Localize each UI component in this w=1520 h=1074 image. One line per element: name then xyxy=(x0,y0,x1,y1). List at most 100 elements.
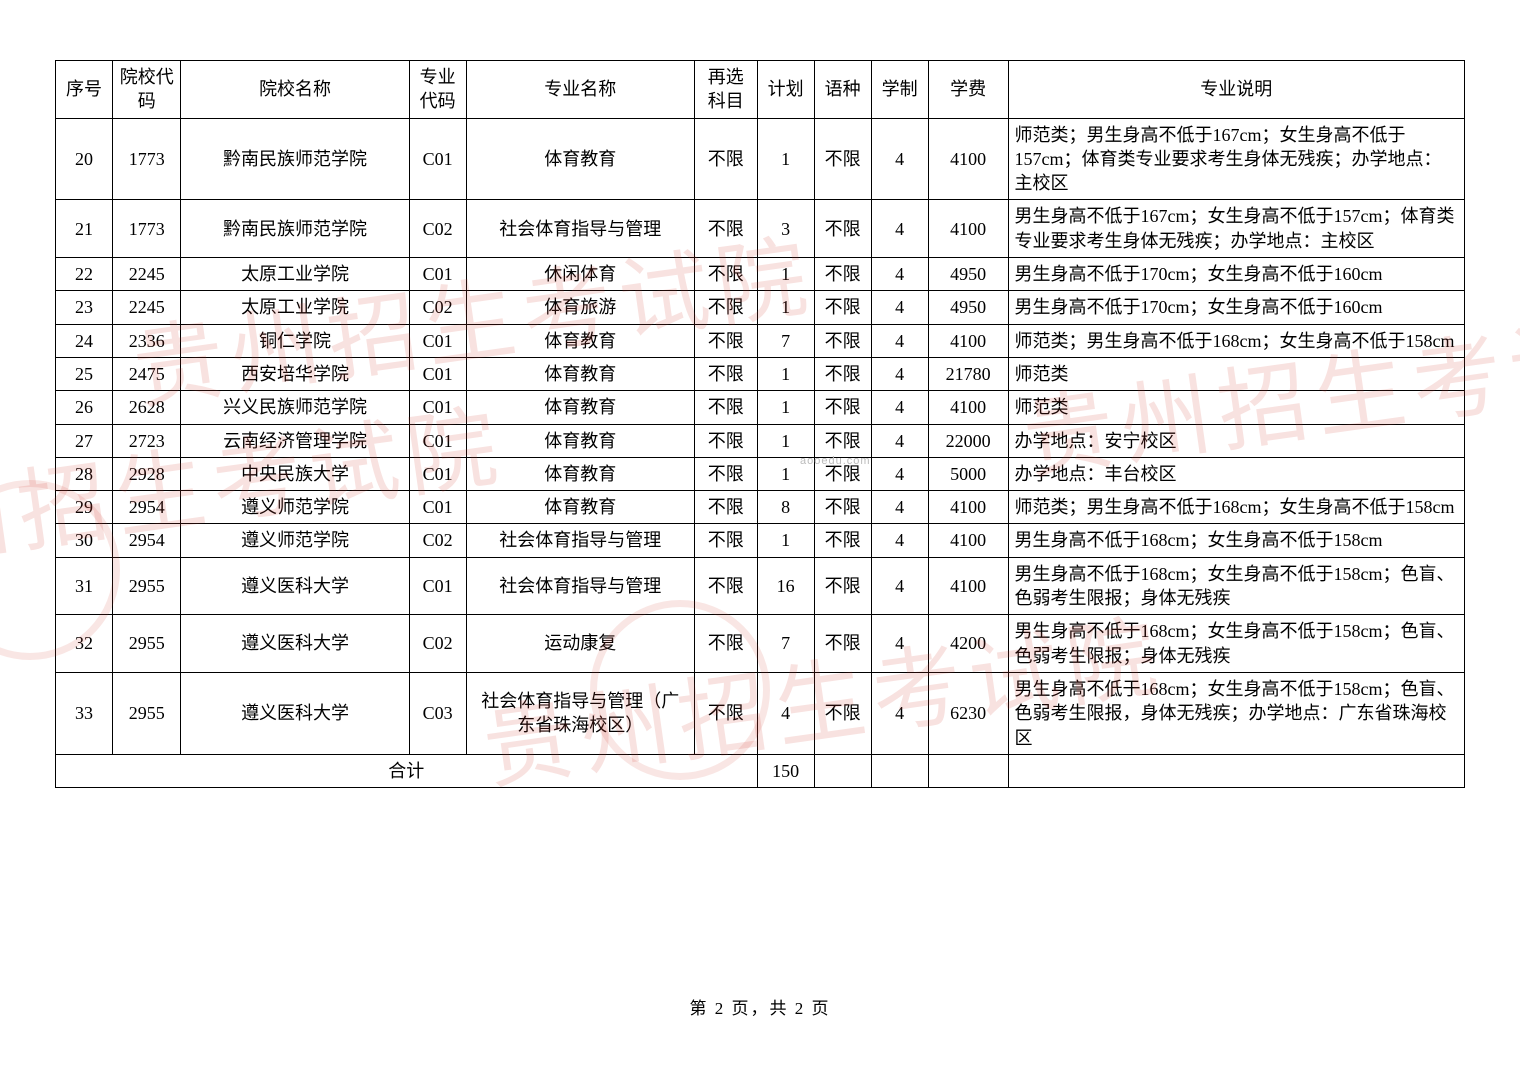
table-cell: 2475 xyxy=(113,357,181,390)
table-row: 332955遵义医科大学C03社会体育指导与管理（广东省珠海校区）不限4不限46… xyxy=(56,672,1465,754)
table-cell: C01 xyxy=(409,491,466,524)
table-cell: 兴义民族师范学院 xyxy=(181,391,409,424)
table-cell: 遵义师范学院 xyxy=(181,524,409,557)
table-cell: 2955 xyxy=(113,557,181,615)
table-cell: 不限 xyxy=(814,557,871,615)
table-cell: 7 xyxy=(757,615,814,673)
table-cell: 28 xyxy=(56,457,113,490)
table-cell: 4100 xyxy=(928,524,1008,557)
table-cell: 体育教育 xyxy=(466,118,694,200)
table-cell: 社会体育指导与管理 xyxy=(466,557,694,615)
table-cell: 不限 xyxy=(694,557,757,615)
table-cell: 4 xyxy=(871,615,928,673)
table-cell: 4 xyxy=(871,357,928,390)
table-cell: C01 xyxy=(409,118,466,200)
footer-empty xyxy=(871,754,928,787)
table-cell: 云南经济管理学院 xyxy=(181,424,409,457)
table-cell: 2954 xyxy=(113,524,181,557)
table-cell: 4 xyxy=(871,258,928,291)
table-cell: 33 xyxy=(56,672,113,754)
table-cell: C02 xyxy=(409,200,466,258)
table-cell: 4100 xyxy=(928,391,1008,424)
table-cell: C01 xyxy=(409,357,466,390)
table-cell: 3 xyxy=(757,200,814,258)
table-cell: 2954 xyxy=(113,491,181,524)
table-cell: 7 xyxy=(757,324,814,357)
table-cell: 不限 xyxy=(814,118,871,200)
table-cell: 师范类 xyxy=(1008,357,1464,390)
table-cell: 师范类；男生身高不低于168cm；女生身高不低于158cm xyxy=(1008,491,1464,524)
table-cell: 体育教育 xyxy=(466,391,694,424)
table-cell: 4 xyxy=(871,200,928,258)
table-cell: 社会体育指导与管理 xyxy=(466,200,694,258)
table-cell: 4950 xyxy=(928,258,1008,291)
col-header-subject: 再选科目 xyxy=(694,61,757,119)
table-cell: 不限 xyxy=(814,357,871,390)
table-cell: 21780 xyxy=(928,357,1008,390)
table-cell: 6230 xyxy=(928,672,1008,754)
table-cell: 师范类 xyxy=(1008,391,1464,424)
table-cell: 4200 xyxy=(928,615,1008,673)
table-cell: 不限 xyxy=(694,324,757,357)
footer-empty xyxy=(928,754,1008,787)
table-cell: 8 xyxy=(757,491,814,524)
table-cell: 31 xyxy=(56,557,113,615)
table-cell: 黔南民族师范学院 xyxy=(181,118,409,200)
table-cell: 2955 xyxy=(113,615,181,673)
table-cell: 26 xyxy=(56,391,113,424)
table-cell: 师范类；男生身高不低于168cm；女生身高不低于158cm xyxy=(1008,324,1464,357)
table-cell: 不限 xyxy=(694,615,757,673)
table-cell: 男生身高不低于168cm；女生身高不低于158cm；色盲、色弱考生限报；身体无残… xyxy=(1008,557,1464,615)
table-cell: 4 xyxy=(871,391,928,424)
table-cell: C01 xyxy=(409,457,466,490)
table-cell: 4 xyxy=(871,424,928,457)
table-cell: 不限 xyxy=(814,672,871,754)
table-cell: 不限 xyxy=(694,457,757,490)
table-cell: 4100 xyxy=(928,118,1008,200)
table-cell: 2723 xyxy=(113,424,181,457)
table-cell: 1 xyxy=(757,291,814,324)
table-header-row: 序号 院校代码 院校名称 专业代码 专业名称 再选科目 计划 语种 学制 学费 … xyxy=(56,61,1465,119)
table-cell: C03 xyxy=(409,672,466,754)
table-cell: 遵义医科大学 xyxy=(181,557,409,615)
table-cell: 黔南民族师范学院 xyxy=(181,200,409,258)
col-header-fee: 学费 xyxy=(928,61,1008,119)
table-cell: C01 xyxy=(409,324,466,357)
col-header-school-code: 院校代码 xyxy=(113,61,181,119)
table-cell: 4 xyxy=(871,324,928,357)
table-cell: 1773 xyxy=(113,118,181,200)
table-cell: 4 xyxy=(871,557,928,615)
table-cell: 4 xyxy=(871,524,928,557)
table-cell: 4100 xyxy=(928,557,1008,615)
table-cell: 办学地点：安宁校区 xyxy=(1008,424,1464,457)
table-cell: 16 xyxy=(757,557,814,615)
table-cell: 21 xyxy=(56,200,113,258)
col-header-lang: 语种 xyxy=(814,61,871,119)
table-cell: C02 xyxy=(409,615,466,673)
table-cell: 4 xyxy=(871,672,928,754)
table-cell: 25 xyxy=(56,357,113,390)
table-cell: 2336 xyxy=(113,324,181,357)
table-cell: 不限 xyxy=(694,291,757,324)
table-cell: C01 xyxy=(409,258,466,291)
table-row: 262628兴义民族师范学院C01体育教育不限1不限44100师范类 xyxy=(56,391,1465,424)
table-cell: 不限 xyxy=(814,615,871,673)
table-cell: 24 xyxy=(56,324,113,357)
table-cell: 27 xyxy=(56,424,113,457)
table-cell: 不限 xyxy=(814,424,871,457)
table-cell: 不限 xyxy=(694,258,757,291)
table-cell: 西安培华学院 xyxy=(181,357,409,390)
table-cell: 太原工业学院 xyxy=(181,258,409,291)
col-header-plan: 计划 xyxy=(757,61,814,119)
table-cell: 4950 xyxy=(928,291,1008,324)
table-cell: 太原工业学院 xyxy=(181,291,409,324)
table-cell: 1 xyxy=(757,357,814,390)
table-cell: 4 xyxy=(871,457,928,490)
table-cell: 不限 xyxy=(814,200,871,258)
table-cell: 不限 xyxy=(694,118,757,200)
table-cell: 4 xyxy=(871,291,928,324)
footer-total-label: 合计 xyxy=(56,754,758,787)
table-cell: 办学地点：丰台校区 xyxy=(1008,457,1464,490)
table-cell: 运动康复 xyxy=(466,615,694,673)
col-header-years: 学制 xyxy=(871,61,928,119)
